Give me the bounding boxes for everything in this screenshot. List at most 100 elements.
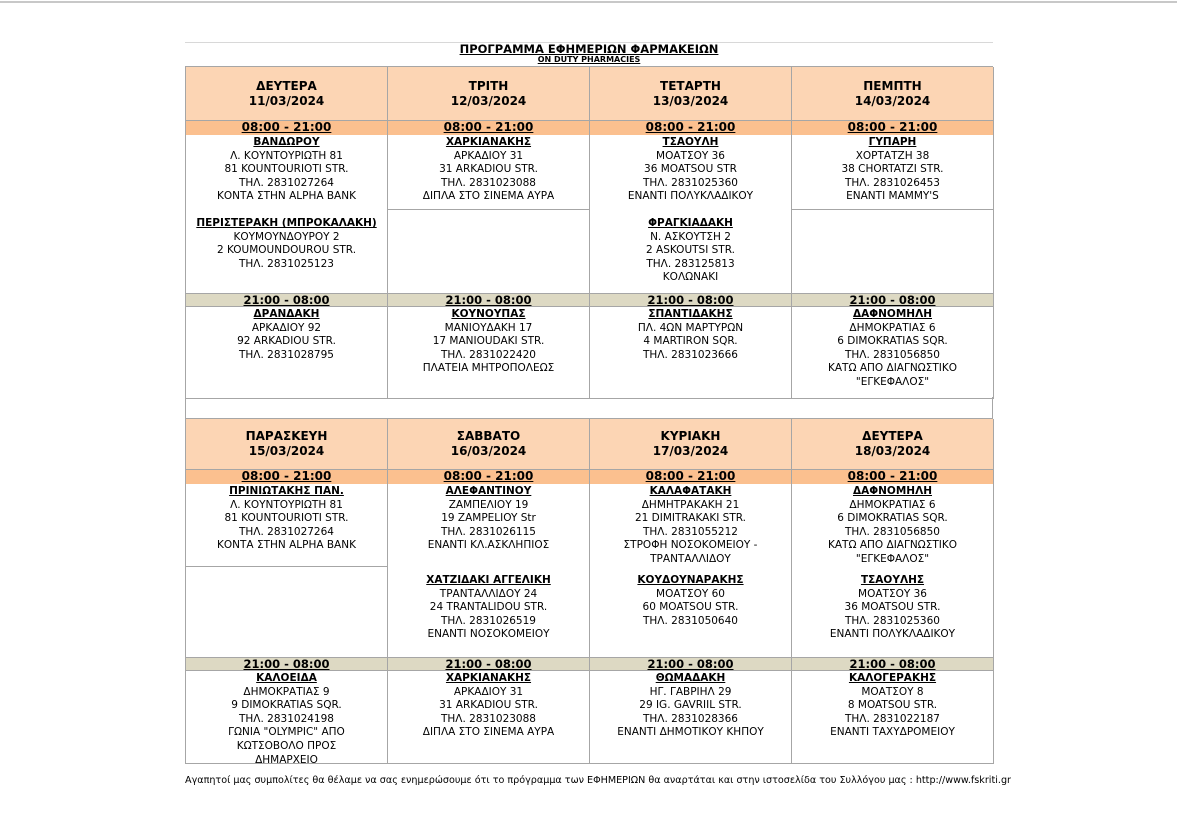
pharmacy-line: ΑΡΚΑΔΙΟΥ 92 <box>251 321 322 334</box>
pharmacy-line: ΤΗΛ. 283125813 <box>646 257 735 270</box>
day-pharmacy-cell: ΚΟΥΔΟΥΝΑΡΑΚΗΣ ΜΟΑΤΣΟΥ 60 60 MOATSOU STR. ΤΗ… <box>590 566 792 658</box>
pharmacy-line: Ν. ΑΣΚΟΥΤΣΗ 2 <box>650 230 731 243</box>
day-date: 13/03/2024 <box>652 93 729 108</box>
day-header: ΠΑΡΑΣΚΕΥΗ 15/03/2024 <box>186 419 388 470</box>
pharmacy-line: ΜΟΑΤΣΟΥ 36 <box>858 587 927 600</box>
day-header: ΠΕΜΠΤΗ 14/03/2024 <box>792 67 994 121</box>
night-hours: 21:00 - 08:00 <box>388 294 590 307</box>
day-hours: 08:00 - 21:00 <box>388 121 590 135</box>
week-table: ΠΑΡΑΣΚΕΥΗ 15/03/2024 08:00 - 21:00 ΠΡΙΝΙΩΤΑ… <box>185 418 994 766</box>
pharmacy-line: ΤΗΛ. 2831022187 <box>845 712 940 725</box>
night-hours: 21:00 - 08:00 <box>186 294 388 307</box>
pharmacy-line: ΤΗΛ. 2831022420 <box>441 348 536 361</box>
pharmacy-line: ΕΝΑΝΤΙ ΝΟΣΟΚΟΜΕΙΟΥ <box>427 628 550 641</box>
title: ΠΡΟΓΡΑΜΜΑ ΕΦΗΜΕΡΙΩΝ ΦΑΡΜΑΚΕΙΩΝ <box>459 42 719 56</box>
day-name: ΠΕΜΠΤΗ <box>863 78 922 93</box>
pharmacy-line: "ΕΓΚΕΦΑΛΟΣ" <box>855 375 930 388</box>
pharmacy-line: ΓΩΝΙΑ "OLYMPIC" ΑΠΟ <box>228 726 345 739</box>
night-hours: 21:00 - 08:00 <box>388 658 590 671</box>
day-header: ΚΥΡΙΑΚΗ 17/03/2024 <box>590 419 792 470</box>
pharmacy-name: ΔΡΑΝΔΑΚΗ <box>253 308 320 320</box>
day-header: ΤΕΤΑΡΤΗ 13/03/2024 <box>590 67 792 121</box>
day-pharmacy-cell: ΓΥΠΑΡΗ ΧΟΡΤΑΤΖΗ 38 38 CHORTATZI STR. ΤΗΛ. 2… <box>792 135 994 209</box>
pharmacy-line: ΚΑΤΩ ΑΠΟ ΔΙΑΓΝΩΣΤΙΚΟ <box>827 362 957 375</box>
pharmacy-name: ΔΑΦΝΟΜΗΛΗ <box>852 308 933 320</box>
pharmacy-line: ΕΝΑΝΤΙ ΠΟΛΥΚΛΑΔΙΚΟΥ <box>829 628 956 641</box>
day-hours: 08:00 - 21:00 <box>186 121 388 135</box>
pharmacy-line: 2 KOUMOUNDOUROU STR. <box>216 244 357 257</box>
pharmacy-line: ΤΗΛ. 2831027264 <box>239 176 334 189</box>
pharmacy-name: ΣΠΑΝΤΙΔΑΚΗΣ <box>648 308 733 320</box>
day-date: 16/03/2024 <box>450 444 527 458</box>
pharmacy-line: ΤΗΛ. 2831023088 <box>441 712 536 725</box>
night-hours: 21:00 - 08:00 <box>186 658 388 671</box>
pharmacy-line: 2 ASKOUTSI STR. <box>646 244 735 257</box>
day-name: ΣΑΒΒΑΤΟ <box>456 429 521 443</box>
pharmacy-line: ΤΗΛ. 2831026453 <box>845 176 940 189</box>
day-date: 12/03/2024 <box>450 93 527 108</box>
pharmacy-line: ΚΟΥΜΟΥΝΔΟΥΡΟΥ 2 <box>233 230 340 243</box>
night-hours: 21:00 - 08:00 <box>792 658 994 671</box>
pharmacy-name: ΧΑΡΚΙΑΝΑΚΗΣ <box>445 136 532 148</box>
day-pharmacy-cell <box>186 566 388 658</box>
day-pharmacy-cell: ΠΡΙΝΙΩΤΑΚΗΣ ΠΑΝ. Λ. ΚΟΥΝΤΟΥΡΙΩΤΗ 81 81 KOU… <box>186 484 388 566</box>
night-pharmacy-cell: ΘΩΜΑΔΑΚΗ ΗΓ. ΓΑΒΡΙΗΛ 29 29 IG. GAVRIIL STR… <box>590 671 792 764</box>
pharmacy-line: ΜΟΑΤΣΟΥ 36 <box>656 149 725 162</box>
pharmacy-name: ΧΑΤΖΙΔΑΚΙ ΑΓΓΕΛΙΚΗ <box>426 574 551 586</box>
pharmacy-name: ΠΕΡΙΣΤΕΡΑΚΗ (ΜΠΡΟΚΑΛΑΚΗ) <box>196 217 377 229</box>
day-pharmacy-cell: ΚΑΛΑΦΑΤΑΚΗ ΔΗΜΗΤΡΑΚΑΚΗ 21 21 DIMITRAKAKI S… <box>590 484 792 566</box>
night-pharmacy-cell: ΧΑΡΚΙΑΝΑΚΗΣ ΑΡΚΑΔΙΟΥ 31 31 ARKADIOU STR. ΤΗ… <box>388 671 590 764</box>
pharmacy-line: ΤΡΑΝΤΑΛΛΙΔΟΥ 24 <box>439 587 538 600</box>
day-header: ΔΕΥΤΕΡΑ 11/03/2024 <box>186 67 388 121</box>
pharmacy-line: ΔΗΜΟΚΡΑΤΙΑΣ 6 <box>849 498 936 511</box>
pharmacy-line: 31 ARKADIOU STR. <box>439 699 538 712</box>
pharmacy-line: ΚΟΛΩΝΑΚΙ <box>662 271 719 284</box>
pharmacy-line: ΧΟΡΤΑΤΖΗ 38 <box>855 149 930 162</box>
pharmacy-line: 6 DIMOKRATIAS SQR. <box>837 512 948 525</box>
title-box: ΠΡΟΓΡΑΜΜΑ ΕΦΗΜΕΡΙΩΝ ΦΑΡΜΑΚΕΙΩΝ ON DUTY P… <box>185 42 993 66</box>
pharmacy-line: ΖΑΜΠΕΛΙΟΥ 19 <box>448 498 529 511</box>
night-pharmacy-cell: ΣΠΑΝΤΙΔΑΚΗΣ ΠΛ. 4ΩΝ ΜΑΡΤΥΡΩΝ 4 MARTIRON SQ… <box>590 307 792 399</box>
pharmacy-line: ΕΝΑΝΤΙ MAMMY'S <box>846 190 939 203</box>
day-pharmacy-cell <box>388 209 590 294</box>
pharmacy-line: ΤΗΛ. 2831025360 <box>845 614 940 627</box>
pharmacy-line: 21 DIMITRAKAKI STR. <box>634 512 747 525</box>
pharmacy-line: 24 TRANTALIDOU STR. <box>429 601 548 614</box>
pharmacy-line: ΤΗΛ. 2831024198 <box>239 712 334 725</box>
pharmacy-line: ΤΗΛ. 2831025360 <box>643 176 738 189</box>
day-date: 15/03/2024 <box>248 444 325 458</box>
pharmacy-line: ΤΗΛ. 2831028795 <box>239 348 334 361</box>
day-hours: 08:00 - 21:00 <box>792 470 994 484</box>
pharmacy-line: ΤΗΛ. 2831028366 <box>643 712 738 725</box>
pharmacy-name: ΚΑΛΑΦΑΤΑΚΗ <box>649 485 732 497</box>
pharmacy-line: ΤΗΛ. 2831027264 <box>239 525 334 538</box>
pharmacy-line: ΚΑΤΩ ΑΠΟ ΔΙΑΓΝΩΣΤΙΚΟ <box>827 539 957 552</box>
day-pharmacy-cell: ΤΣΑΟΥΛΗΣ ΜΟΑΤΣΟΥ 36 36 MOATSOU STR. ΤΗΛ. 28… <box>792 566 994 658</box>
pharmacy-line: ΤΗΛ. 2831050640 <box>643 614 738 627</box>
pharmacy-line: ΤΗΛ. 2831055212 <box>643 525 738 538</box>
pharmacy-line: ΜΑΝΙΟΥΔΑΚΗ 17 <box>444 321 533 334</box>
day-hours: 08:00 - 21:00 <box>186 470 388 484</box>
pharmacy-line: ΔΙΠΛΑ ΣΤΟ ΣΙΝΕΜΑ ΑΥΡΑ <box>422 190 555 203</box>
pharmacy-line: ΚΩΤΣΟΒΟΛΟ ΠΡΟΣ <box>236 739 337 752</box>
pharmacy-name: ΘΩΜΑΔΑΚΗ <box>655 672 726 684</box>
pharmacy-line: 81 KOUNTOURIOTI STR. <box>224 163 349 176</box>
pharmacy-line: 92 ARKADIOU STR. <box>237 335 336 348</box>
pharmacy-line: 8 MOATSOU STR. <box>847 699 938 712</box>
pharmacy-line: ΤΗΛ. 2831023088 <box>441 176 536 189</box>
day-hours: 08:00 - 21:00 <box>792 121 994 135</box>
pharmacy-name: ΤΣΑΟΥΛΗΣ <box>860 574 925 586</box>
pharmacy-line: 29 IG. GAVRIIL STR. <box>639 699 742 712</box>
pharmacy-name: ΒΑΝΔΩΡΟΥ <box>253 136 320 148</box>
pharmacy-name: ΤΣΑΟΥΛΗ <box>662 136 719 148</box>
pharmacy-name: ΚΟΥΔΟΥΝΑΡΑΚΗΣ <box>637 574 744 586</box>
pharmacy-line: 36 MOATSOU STR <box>644 163 737 176</box>
day-pharmacy-cell: ΒΑΝΔΩΡΟΥ Λ. ΚΟΥΝΤΟΥΡΙΩΤΗ 81 81 KOUNTOURIOT… <box>186 135 388 209</box>
pharmacy-line: 36 MOATSOU STR. <box>844 601 941 614</box>
pharmacy-line: Λ. ΚΟΥΝΤΟΥΡΙΩΤΗ 81 <box>230 498 343 511</box>
